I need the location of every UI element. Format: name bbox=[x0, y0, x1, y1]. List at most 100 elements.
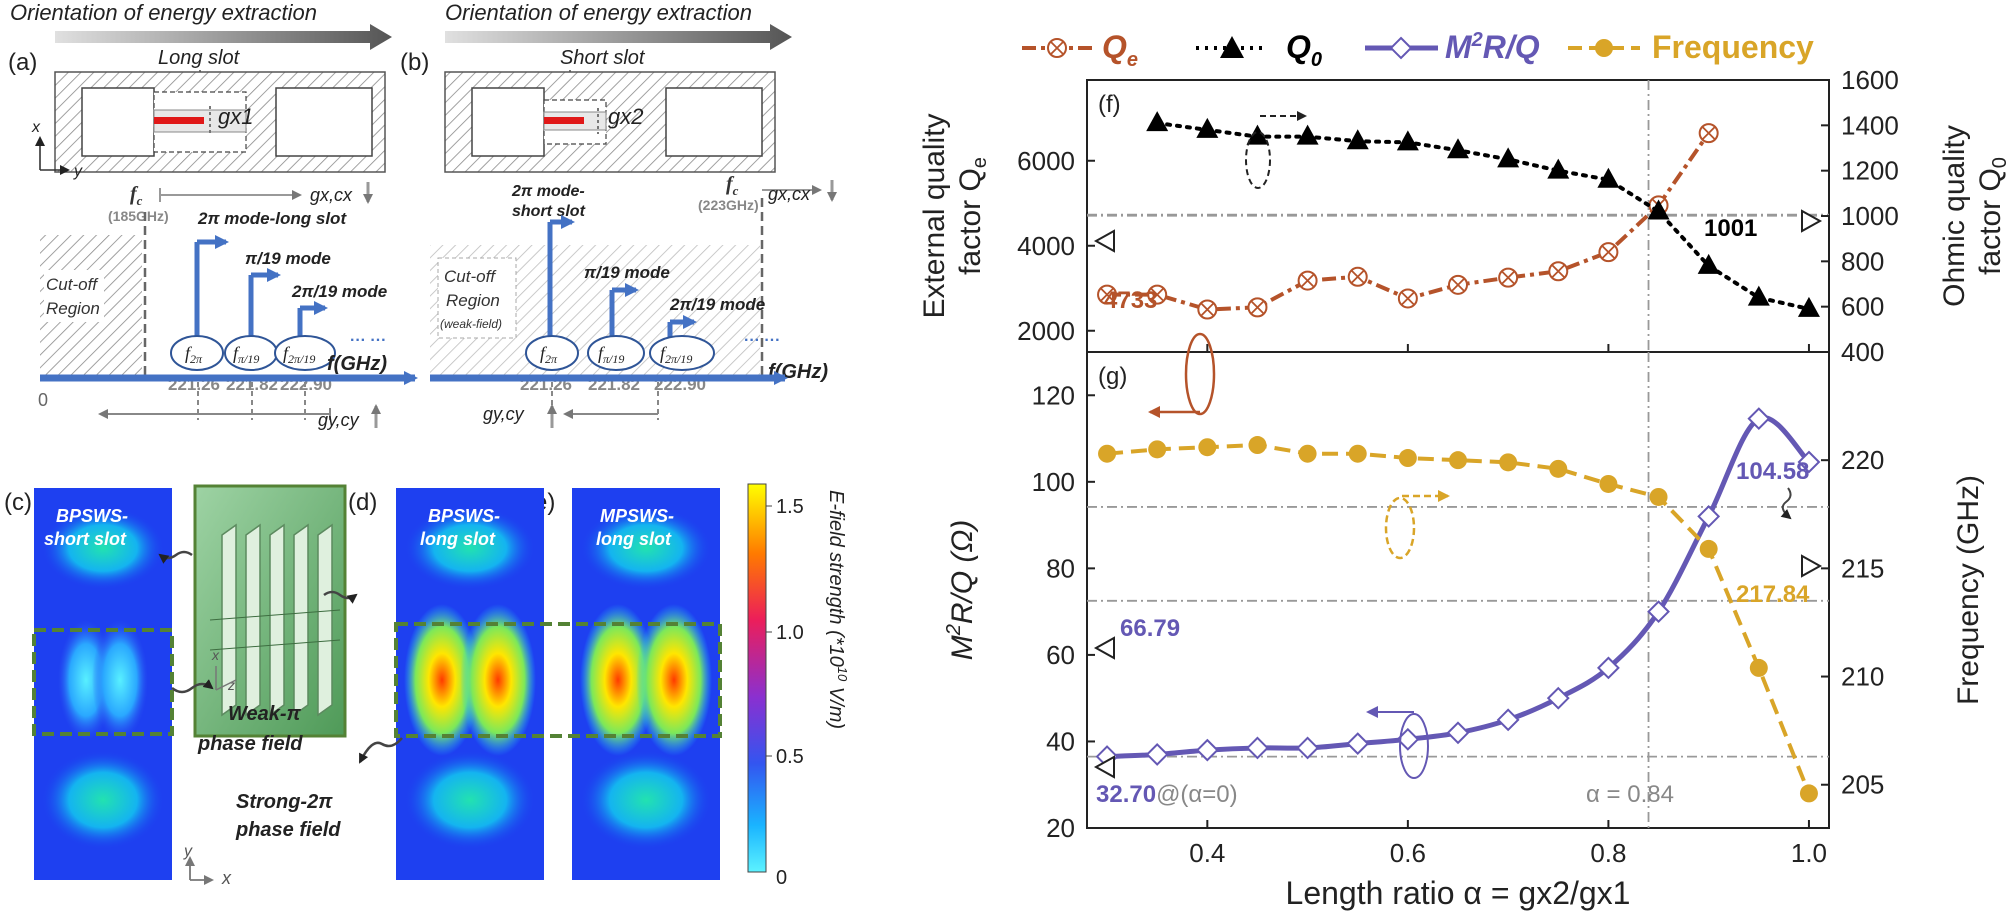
svg-text:Qe: Qe bbox=[1102, 29, 1138, 71]
svg-text:fc: fc bbox=[130, 183, 143, 208]
colorbar-tick-0-5: 0.5 bbox=[776, 746, 804, 768]
point-q0 bbox=[1597, 167, 1620, 188]
point-m2rq bbox=[1346, 732, 1370, 756]
mode-2pi-label-b-2: short slot bbox=[512, 203, 586, 220]
field-map-c: BPSWS- short slot bbox=[32, 488, 174, 880]
colorbar-tick-1-0: 1.0 bbox=[776, 622, 804, 644]
gy-cy-label-a: gy,cy bbox=[318, 410, 360, 430]
tick-label-f-right: 800 bbox=[1841, 246, 1884, 276]
point-m2rq bbox=[1446, 721, 1470, 745]
point-m2rq bbox=[1697, 505, 1721, 528]
tick-label-g-left: 20 bbox=[1046, 813, 1075, 843]
point-frequency bbox=[1148, 440, 1167, 459]
point-frequency bbox=[1449, 451, 1467, 470]
point-frequency bbox=[1649, 487, 1668, 506]
tick-label-g-x: 0.4 bbox=[1189, 838, 1225, 868]
panel-d-title-2: long slot bbox=[420, 529, 496, 549]
ref-marker-m2rq-low bbox=[1093, 755, 1115, 779]
colorbar-title: E-field strength (*1010 V/m) bbox=[825, 490, 850, 729]
panel-e-title-1: MPSWS- bbox=[600, 506, 674, 526]
point-frequency bbox=[1799, 784, 1818, 803]
zero-label-a: 0 bbox=[38, 390, 48, 410]
field-panels: (c) (d) (e) BPSWS- short slot bbox=[4, 483, 850, 889]
legend-m2rq-label: M bbox=[1445, 29, 1473, 65]
cutoff-text-b-3: (weak-field) bbox=[440, 317, 502, 331]
axis-x-label-a: x bbox=[31, 119, 41, 136]
point-q0 bbox=[1797, 296, 1820, 317]
panel-b-orientation-title: Orientation of energy extraction bbox=[445, 0, 752, 25]
ref-marker-freq bbox=[1801, 554, 1823, 578]
cutoff-text-b-2: Region bbox=[446, 291, 500, 310]
plot-f-series bbox=[1097, 111, 1820, 320]
field-map-e: MPSWS- long slot bbox=[572, 488, 720, 880]
f-axis-label-a: f(GHz) bbox=[327, 353, 387, 375]
point-frequency bbox=[1198, 438, 1217, 457]
weak-field-label-1: Weak-π bbox=[228, 703, 302, 725]
mode-ellipse-b-3 bbox=[649, 335, 715, 371]
point-qe-cross bbox=[1501, 270, 1515, 285]
point-m2rq bbox=[1647, 600, 1670, 624]
point-q0 bbox=[1396, 130, 1419, 151]
legend-frequency-label: Frequency bbox=[1652, 29, 1814, 65]
tick-label-f-right: 1600 bbox=[1841, 65, 1899, 95]
mode-pi19-label-b: π/19 mode bbox=[584, 263, 670, 282]
mode-2pi19-label-b: 2π/19 mode bbox=[669, 295, 765, 314]
point-q0 bbox=[1146, 111, 1169, 132]
weak-field-label-2: phase field bbox=[197, 733, 303, 755]
point-frequency bbox=[1398, 449, 1417, 468]
point-q0 bbox=[1346, 129, 1369, 150]
point-frequency bbox=[1098, 444, 1117, 463]
plot-f-ylabel-right-2: factor Q0 bbox=[1974, 157, 2007, 275]
tick-label-f-right: 400 bbox=[1841, 337, 1884, 367]
svg-text:Q0: Q0 bbox=[1286, 29, 1322, 71]
panel-f-label: (f) bbox=[1098, 91, 1121, 118]
colorbar-tick-1-5: 1.5 bbox=[776, 496, 804, 518]
tick-label-g-right: 215 bbox=[1841, 553, 1884, 583]
fc-value-a: (185GHz) bbox=[108, 208, 169, 224]
plot-g-reference-lines bbox=[1087, 352, 1829, 828]
dots-b: ··· ··· bbox=[744, 332, 780, 349]
point-q0 bbox=[1697, 253, 1720, 274]
point-frequency bbox=[1749, 658, 1768, 677]
slot-red-b bbox=[544, 117, 584, 124]
panel-d-label: (d) bbox=[348, 489, 377, 516]
annot-66-79: 66.79 bbox=[1120, 615, 1180, 642]
field-map-d: BPSWS- long slot bbox=[396, 488, 544, 880]
svg-text:z: z bbox=[227, 677, 235, 693]
panel-a-slot-label: Long slot bbox=[158, 47, 241, 69]
tick-label-g-right: 210 bbox=[1841, 662, 1884, 692]
mode-2pi19-label-a: 2π/19 mode bbox=[291, 282, 387, 301]
legend-m2rq: M2R/Q bbox=[1365, 29, 1540, 65]
plot-g-ylabel-right: Frequency (GHz) bbox=[1952, 475, 1985, 705]
panel-a: Orientation of energy extraction (a) Lon… bbox=[8, 0, 418, 430]
point-m2rq bbox=[1596, 656, 1620, 680]
panel-c-title-2: short slot bbox=[44, 529, 127, 549]
point-frequency bbox=[1699, 539, 1718, 558]
mode-2pi-label-a: 2π mode-long slot bbox=[197, 209, 347, 228]
tick-label-g-left: 80 bbox=[1046, 553, 1075, 583]
point-frequency bbox=[1348, 444, 1367, 463]
axis-y-label-a: y bbox=[73, 163, 83, 180]
plot-g-axes: 20 40 60 80 100 120 205 210 215 220 0.4 0.6 0.8 1.0 bbox=[1032, 380, 1885, 868]
point-m2rq bbox=[1246, 736, 1269, 760]
gap-label-a: gx1 bbox=[218, 104, 253, 129]
tick-label-f-left: 6000 bbox=[1017, 146, 1075, 176]
annot-217-84: 217.84 bbox=[1736, 581, 1810, 608]
ref-marker-q0 bbox=[1801, 209, 1823, 233]
cutoff-text-a-1: Cut-off bbox=[46, 275, 99, 294]
point-m2rq bbox=[1496, 708, 1520, 732]
point-q0 bbox=[1296, 124, 1319, 145]
gap-label-b: gx2 bbox=[608, 104, 643, 129]
tick-label-g-left: 60 bbox=[1046, 640, 1075, 670]
panel-a-orientation-title: Orientation of energy extraction bbox=[10, 0, 317, 25]
point-m2rq bbox=[1747, 407, 1771, 431]
tick-label-g-left: 40 bbox=[1046, 726, 1075, 756]
legend-q0: Q0 bbox=[1196, 29, 1322, 71]
tick-label-g-right: 205 bbox=[1841, 770, 1884, 800]
point-m2rq bbox=[1546, 686, 1570, 710]
point-qe-cross bbox=[1702, 126, 1716, 140]
structure-inset: x z bbox=[193, 484, 347, 738]
orientation-arrow-b bbox=[445, 24, 792, 50]
strong-field-label-2: phase field bbox=[235, 819, 341, 841]
point-frequency bbox=[1298, 444, 1317, 463]
